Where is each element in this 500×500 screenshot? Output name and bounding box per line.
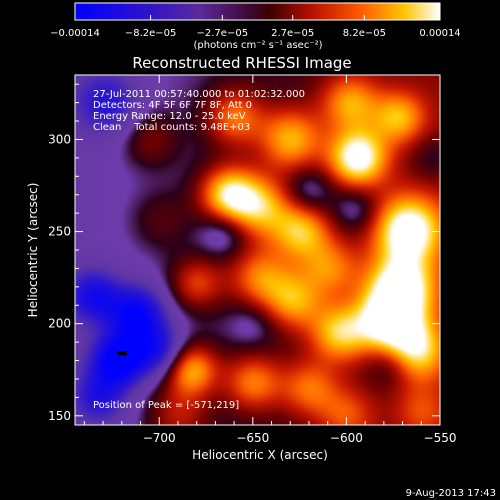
time-range-label: 27-Jul-2011 00:57:40.000 to 01:02:32.000: [93, 89, 305, 100]
peak-marker: [117, 351, 127, 356]
colorbar-tick-label: −2.7e−05: [197, 28, 249, 39]
y-tick-label: 300: [48, 132, 71, 146]
x-tick-label: −550: [424, 431, 457, 445]
colorbar-tick-label: −8.2e−05: [125, 28, 177, 39]
x-axis: −700 −650 −600 −550: [83, 75, 457, 445]
colorbar: −0.00014 −8.2e−05 −2.7e−05 2.7e−05 8.2e−05 0.…: [50, 2, 461, 51]
colorbar-tick-label: 8.2e−05: [343, 28, 386, 39]
marker-dash: [117, 351, 127, 356]
colorbar-tick-label: −0.00014: [50, 28, 100, 39]
heatmap-panel: −700 −650 −600 −550 150 200 250 300: [48, 74, 457, 445]
chart-title: Reconstructed RHESSI Image: [132, 54, 351, 72]
date-stamp: 9-Aug-2013 17:43: [406, 488, 496, 499]
y-axis: 150 200 250 300: [48, 83, 440, 423]
x-tick-label: −600: [330, 431, 363, 445]
detectors-label: Detectors: 4F 5F 6F 7F 8F, Att 0: [93, 100, 252, 111]
y-tick-label: 150: [48, 409, 71, 423]
x-tick-label: −650: [236, 431, 269, 445]
y-tick-label: 200: [48, 317, 71, 331]
energy-range-label: Energy Range: 12.0 - 25.0 keV: [93, 111, 246, 122]
clean-counts-label: Clean Total counts: 9.48E+03: [93, 122, 250, 133]
x-axis-label: Heliocentric X (arcsec): [192, 448, 328, 462]
y-tick-label: 250: [48, 225, 71, 239]
observation-info: 27-Jul-2011 00:57:40.000 to 01:02:32.000…: [93, 89, 305, 411]
peak-position-label: Position of Peak = [-571,219]: [93, 400, 239, 411]
colorbar-tick-label: 2.7e−05: [271, 28, 314, 39]
colorbar-tick-label: 0.00014: [419, 28, 460, 39]
heatmap-image: [75, 75, 440, 425]
colorbar-unit-label: (photons cm⁻² s⁻¹ asec⁻²): [193, 40, 322, 51]
colorbar-ticks: −0.00014 −8.2e−05 −2.7e−05 2.7e−05 8.2e−05 0.…: [50, 15, 461, 39]
x-tick-label: −700: [143, 431, 176, 445]
y-axis-label: Heliocentric Y (arcsec): [26, 183, 40, 318]
colorbar-gradient: [74, 2, 441, 21]
